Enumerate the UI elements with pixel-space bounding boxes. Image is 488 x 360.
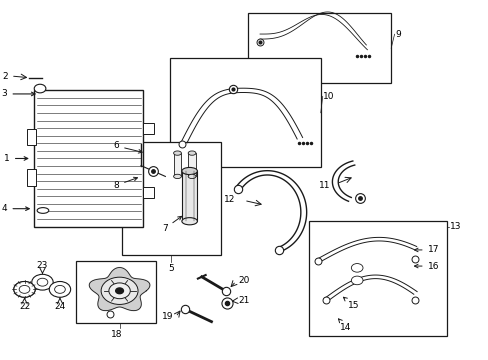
Text: 10: 10	[323, 92, 334, 101]
Text: 21: 21	[238, 296, 249, 305]
Ellipse shape	[173, 174, 181, 179]
Ellipse shape	[188, 151, 196, 155]
Text: 6: 6	[113, 141, 142, 153]
Ellipse shape	[173, 151, 181, 155]
Text: 22: 22	[19, 302, 30, 311]
Text: 12: 12	[224, 195, 235, 204]
Ellipse shape	[188, 174, 196, 179]
Polygon shape	[89, 267, 150, 311]
Circle shape	[19, 285, 30, 293]
Text: 24: 24	[54, 302, 65, 311]
Text: 18: 18	[111, 330, 122, 339]
Bar	[75, 261, 155, 323]
Text: 13: 13	[448, 222, 460, 231]
Text: 14: 14	[338, 319, 351, 332]
Bar	[143, 123, 154, 134]
Bar	[182, 171, 197, 221]
Circle shape	[14, 282, 35, 297]
Text: 1: 1	[4, 154, 28, 163]
Circle shape	[37, 278, 48, 286]
Text: 16: 16	[414, 262, 438, 271]
Ellipse shape	[182, 167, 197, 175]
Text: 4: 4	[2, 204, 29, 213]
Text: 20: 20	[238, 276, 249, 285]
Text: 2: 2	[2, 72, 7, 81]
Circle shape	[116, 288, 123, 294]
Bar	[27, 170, 36, 186]
Text: 19: 19	[162, 312, 173, 321]
Ellipse shape	[182, 218, 197, 225]
Circle shape	[351, 264, 362, 272]
Text: 7: 7	[162, 216, 181, 233]
Bar	[188, 153, 196, 176]
Circle shape	[49, 282, 70, 297]
Text: 5: 5	[168, 264, 174, 273]
Bar	[170, 58, 320, 167]
Text: 11: 11	[318, 181, 330, 190]
Text: 9: 9	[394, 30, 400, 39]
Circle shape	[14, 282, 35, 297]
Bar	[173, 153, 181, 176]
Bar	[34, 90, 143, 226]
Text: 23: 23	[37, 261, 48, 270]
Text: 15: 15	[343, 297, 358, 310]
Circle shape	[34, 84, 46, 93]
Bar	[143, 187, 154, 198]
Bar	[247, 13, 390, 83]
Circle shape	[351, 276, 362, 285]
Bar	[27, 129, 36, 145]
Circle shape	[32, 274, 53, 290]
Bar	[308, 221, 446, 336]
Text: 17: 17	[414, 246, 438, 255]
Circle shape	[55, 285, 65, 293]
Bar	[122, 142, 221, 255]
Circle shape	[109, 283, 130, 299]
Circle shape	[101, 277, 138, 305]
Text: 8: 8	[113, 177, 137, 190]
Ellipse shape	[37, 208, 49, 213]
Text: 3: 3	[2, 89, 35, 98]
